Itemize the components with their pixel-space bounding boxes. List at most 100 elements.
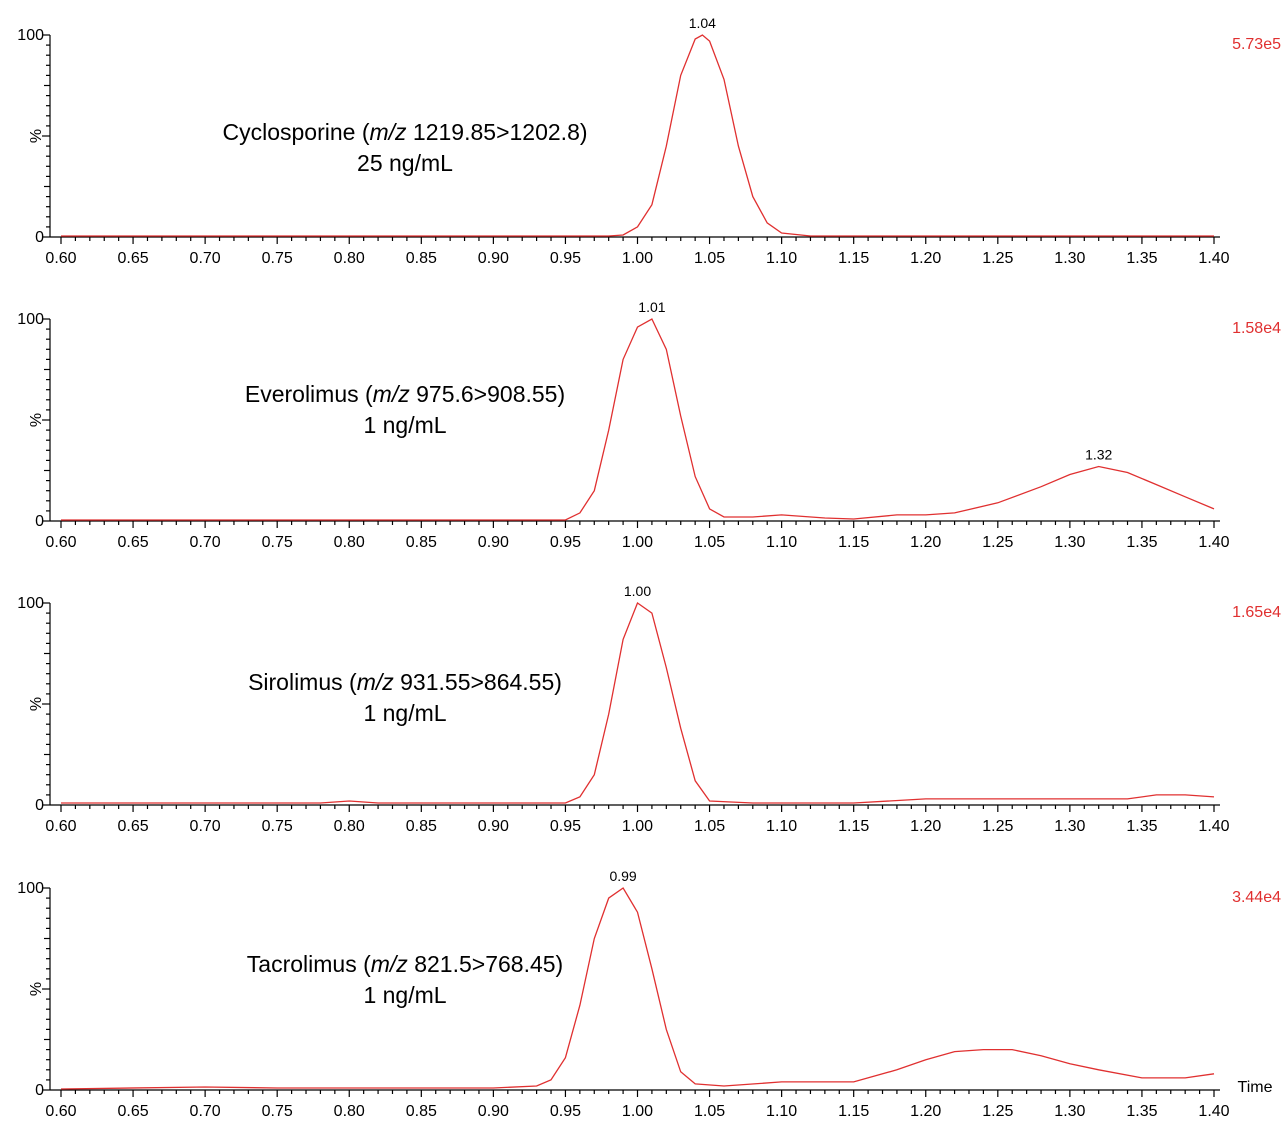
y-tick-label: 100 — [17, 595, 44, 612]
x-tick-label: 0.75 — [262, 250, 293, 267]
x-tick-label: 1.00 — [622, 250, 653, 267]
x-tick-label: 1.20 — [910, 818, 941, 835]
y-tick-label: 100 — [17, 311, 44, 328]
compound-name: Everolimus ( — [245, 381, 373, 407]
x-tick-label: 0.85 — [406, 250, 437, 267]
y-tick-label: 0 — [35, 797, 44, 814]
compound-name: Cyclosporine ( — [222, 119, 369, 145]
chromatogram-trace — [60, 887, 1215, 1090]
compound-label: Tacrolimus (m/z 821.5>768.45) — [247, 951, 563, 977]
compound-label: Sirolimus (m/z 931.55>864.55) — [248, 669, 562, 695]
x-tick-label: 0.65 — [117, 1103, 148, 1120]
x-tick-label: 0.80 — [334, 250, 365, 267]
x-tick-label: 0.85 — [406, 534, 437, 551]
x-tick-label: 0.70 — [190, 818, 221, 835]
x-tick-label: 1.30 — [1054, 534, 1085, 551]
x-tick-label: 0.85 — [406, 818, 437, 835]
intensity-label: 1.58e4 — [1232, 320, 1281, 337]
x-tick-label: 0.95 — [550, 534, 581, 551]
x-tick-label: 1.40 — [1198, 1103, 1229, 1120]
x-tick-label: 1.25 — [982, 818, 1013, 835]
peak-label: 1.01 — [638, 299, 665, 315]
x-tick-label: 0.80 — [334, 1103, 365, 1120]
x-tick-label: 1.30 — [1054, 250, 1085, 267]
peak-label: 0.99 — [609, 868, 636, 884]
x-tick-label: 1.30 — [1054, 818, 1085, 835]
y-tick-label: 0 — [35, 229, 44, 246]
y-axis-label: % — [28, 413, 45, 427]
x-tick-label: 0.75 — [262, 1103, 293, 1120]
compound-label: Cyclosporine (m/z 1219.85>1202.8) — [222, 119, 587, 145]
compound-name: Tacrolimus ( — [247, 951, 371, 977]
x-tick-label: 1.40 — [1198, 818, 1229, 835]
x-tick-label: 0.95 — [550, 1103, 581, 1120]
x-tick-label: 1.15 — [838, 818, 869, 835]
x-tick-label: 0.90 — [478, 818, 509, 835]
x-tick-label: 0.65 — [117, 818, 148, 835]
y-axis-label: % — [28, 982, 45, 996]
chromatogram-panel-cyclosporine: 0 100% 0.60 0.65 0.70 0.75 0.80 0.85 0.90 0.95 1.0… — [17, 15, 1281, 267]
x-tick-label: 1.40 — [1198, 534, 1229, 551]
mz-prefix: m/z — [373, 381, 411, 407]
x-tick-label: 0.80 — [334, 534, 365, 551]
x-tick-label: 1.35 — [1126, 250, 1157, 267]
x-tick-label: 1.15 — [838, 250, 869, 267]
chromatogram-panel-everolimus: 0 100% 0.60 0.65 0.70 0.75 0.80 0.85 0.90 0.95 1.0… — [17, 299, 1281, 551]
x-tick-label: 1.00 — [622, 1103, 653, 1120]
peak-label: 1.00 — [624, 583, 651, 599]
x-tick-label: 0.90 — [478, 1103, 509, 1120]
x-tick-label: 1.20 — [910, 534, 941, 551]
mz-value: 931.55>864.55) — [394, 669, 562, 695]
peak-label: 1.04 — [689, 15, 716, 31]
concentration-label: 1 ng/mL — [363, 982, 446, 1008]
x-axis-label: Time — [1238, 1079, 1273, 1096]
y-tick-label: 0 — [35, 513, 44, 530]
intensity-label: 3.44e4 — [1232, 889, 1281, 906]
mz-prefix: m/z — [357, 669, 395, 695]
mz-value: 1219.85>1202.8) — [407, 119, 588, 145]
x-tick-label: 1.05 — [694, 818, 725, 835]
x-tick-label: 1.05 — [694, 250, 725, 267]
concentration-label: 1 ng/mL — [363, 412, 446, 438]
x-tick-label: 0.90 — [478, 534, 509, 551]
mz-value: 821.5>768.45) — [408, 951, 563, 977]
chromatogram-trace — [61, 318, 1215, 521]
x-tick-label: 1.35 — [1126, 1103, 1157, 1120]
concentration-label: 1 ng/mL — [363, 700, 446, 726]
x-tick-label: 1.10 — [766, 534, 797, 551]
x-tick-label: 1.10 — [766, 250, 797, 267]
concentration-label: 25 ng/mL — [357, 150, 453, 176]
x-tick-label: 0.65 — [117, 250, 148, 267]
peak-label: 1.32 — [1085, 446, 1112, 462]
x-tick-label: 1.00 — [622, 818, 653, 835]
compound-name: Sirolimus ( — [248, 669, 357, 695]
x-tick-label: 1.25 — [982, 534, 1013, 551]
x-tick-label: 0.60 — [45, 1103, 76, 1120]
mz-prefix: m/z — [369, 119, 407, 145]
x-tick-label: 1.05 — [694, 1103, 725, 1120]
x-tick-label: 0.80 — [334, 818, 365, 835]
x-tick-label: 0.70 — [190, 1103, 221, 1120]
x-tick-label: 0.65 — [117, 534, 148, 551]
y-tick-label: 100 — [17, 880, 44, 897]
x-tick-label: 0.70 — [190, 534, 221, 551]
y-tick-label: 0 — [35, 1082, 44, 1099]
mz-prefix: m/z — [371, 951, 409, 977]
x-tick-label: 0.85 — [406, 1103, 437, 1120]
chromatogram-trace — [61, 34, 1214, 237]
x-tick-label: 1.20 — [910, 250, 941, 267]
x-tick-label: 0.70 — [190, 250, 221, 267]
x-tick-label: 1.35 — [1126, 818, 1157, 835]
x-tick-label: 0.95 — [550, 818, 581, 835]
x-tick-label: 1.25 — [982, 1103, 1013, 1120]
y-tick-label: 100 — [17, 27, 44, 44]
x-tick-label: 0.95 — [550, 250, 581, 267]
intensity-label: 1.65e4 — [1232, 604, 1281, 621]
x-tick-label: 0.90 — [478, 250, 509, 267]
intensity-label: 5.73e5 — [1232, 36, 1281, 53]
mz-value: 975.6>908.55) — [410, 381, 565, 407]
x-tick-label: 0.60 — [45, 250, 76, 267]
chromatogram-panel-sirolimus: 0 100% 0.60 0.65 0.70 0.75 0.80 0.85 0.90 0.95 1.0… — [17, 583, 1281, 835]
x-tick-label: 1.20 — [910, 1103, 941, 1120]
